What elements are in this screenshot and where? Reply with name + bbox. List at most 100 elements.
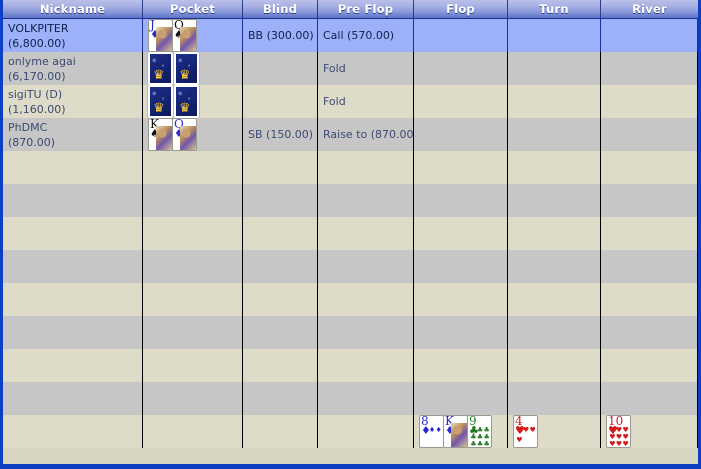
cell-empty-5 xyxy=(508,217,601,250)
cell-flop xyxy=(414,118,508,151)
player-nickname: sigiTU (D) xyxy=(8,87,63,101)
column-header-preflop[interactable]: Pre Flop xyxy=(318,0,414,18)
column-header-nickname[interactable]: Nickname xyxy=(3,0,143,18)
table-row[interactable]: PhDMC (870.00) K ♠ Q ♦ SB (150.00) Raise to (87… xyxy=(3,118,698,151)
table-row-empty[interactable] xyxy=(3,184,698,217)
cell-empty-5 xyxy=(508,316,601,349)
cell-turn xyxy=(508,52,601,85)
card-rank: K xyxy=(445,415,454,428)
cell-blind: BB (300.00) xyxy=(243,19,318,52)
pocket-cards: ♛ ♛ xyxy=(143,85,200,118)
cell-empty-4 xyxy=(414,217,508,250)
card-suit-icon: ♠ xyxy=(174,28,184,41)
cell-empty-2 xyxy=(243,184,318,217)
card-rank: 4 xyxy=(515,415,523,428)
player-nickname: onlyme agai xyxy=(8,54,76,68)
card-face-art xyxy=(180,27,196,51)
card-suit-icon: ♥ xyxy=(515,424,525,437)
cell-empty-2 xyxy=(243,349,318,382)
hand-history-table-body: VOLKPITER (6,800.00) J ♦ Q ♠ BB (300.00) Call (… xyxy=(3,19,698,464)
cell-empty-4 xyxy=(414,250,508,283)
table-row-empty[interactable] xyxy=(3,382,698,415)
cell-empty-6 xyxy=(601,217,698,250)
river-card: 10♥♥♥♥♥♥♥♥♥♥♥ xyxy=(601,415,631,448)
cell-empty-2 xyxy=(243,283,318,316)
cell-empty-2 xyxy=(243,316,318,349)
table-row-empty[interactable] xyxy=(3,217,698,250)
cell-nickname: PhDMC (870.00) xyxy=(3,118,143,151)
card-rank: Q xyxy=(174,19,184,32)
flop-cards: 8 ♦ ♦ ♦ ♦ K ♦ 9 ♣ ♣ ♣ ♣ ♣ ♣ ♣ ♣ ♣ ♣ xyxy=(414,415,492,448)
cell-empty-3 xyxy=(318,316,414,349)
cell-empty-1 xyxy=(143,316,243,349)
cell-empty-3 xyxy=(318,382,414,415)
card-rank: Q xyxy=(174,118,184,131)
cell-empty-0 xyxy=(3,316,143,349)
cell-flop xyxy=(414,19,508,52)
cell-nickname: VOLKPITER (6,800.00) xyxy=(3,19,143,52)
cell-empty-2 xyxy=(243,382,318,415)
cell-river xyxy=(601,52,698,85)
table-row[interactable]: VOLKPITER (6,800.00) J ♦ Q ♠ BB (300.00) Call (… xyxy=(3,19,698,52)
cell-empty-6 xyxy=(601,382,698,415)
column-header-flop[interactable]: Flop xyxy=(414,0,508,18)
column-header-blind[interactable]: Blind xyxy=(243,0,318,18)
cell-empty-blind xyxy=(243,415,318,448)
playing-card: 9 ♣ ♣ ♣ ♣ ♣ ♣ ♣ ♣ ♣ ♣ xyxy=(467,415,492,448)
turn-card: 4 ♥ ♥ ♥ ♥ ♥ xyxy=(508,415,538,448)
cell-turn xyxy=(508,118,601,151)
cell-empty-pocket xyxy=(143,415,243,448)
cell-pocket: ♛ ♛ xyxy=(143,85,243,118)
cell-flop xyxy=(414,85,508,118)
table-row-empty[interactable] xyxy=(3,349,698,382)
crown-icon: ♛ xyxy=(153,68,165,83)
table-row-empty[interactable] xyxy=(3,151,698,184)
cell-empty-1 xyxy=(143,217,243,250)
cell-empty-5 xyxy=(508,151,601,184)
column-header-pocket[interactable]: Pocket xyxy=(143,0,243,18)
board-row[interactable]: 8♦♦♦♦K♦9♣♣♣♣♣♣♣♣♣♣4♥♥♥♥♥10♥♥♥♥♥♥♥♥♥♥♥ xyxy=(3,415,698,448)
cell-empty-5 xyxy=(508,184,601,217)
cell-preflop: Fold xyxy=(318,52,414,85)
table-row-empty[interactable] xyxy=(3,250,698,283)
card-suit-icon: ♦ xyxy=(421,424,431,437)
cell-empty-0 xyxy=(3,184,143,217)
player-nickname: VOLKPITER xyxy=(8,21,69,35)
cell-board-river: 10♥♥♥♥♥♥♥♥♥♥♥ xyxy=(601,415,698,448)
column-header-turn[interactable]: Turn xyxy=(508,0,601,18)
player-stack: (1,160.00) xyxy=(8,102,66,116)
player-stack: (870.00) xyxy=(8,135,56,149)
cell-empty-0 xyxy=(3,382,143,415)
player-identity: PhDMC (870.00) xyxy=(3,120,55,150)
playing-card: K ♦ xyxy=(443,415,468,448)
cell-empty-3 xyxy=(318,250,414,283)
cell-empty-0 xyxy=(3,283,143,316)
card-face-art xyxy=(451,423,467,447)
card-suit-icon: ♣ xyxy=(469,424,479,437)
playing-card: 4 ♥ ♥ ♥ ♥ ♥ xyxy=(513,415,538,448)
table-row-empty[interactable] xyxy=(3,316,698,349)
playing-card: Q ♠ xyxy=(172,19,197,52)
playing-card: K ♠ xyxy=(148,118,173,151)
cell-empty-5 xyxy=(508,349,601,382)
cell-empty-4 xyxy=(414,382,508,415)
column-header-river[interactable]: River xyxy=(632,2,667,16)
table-row-empty[interactable] xyxy=(3,283,698,316)
cell-blind-text: BB (300.00) xyxy=(248,29,314,42)
cell-nickname: onlyme agai (6,170.00) xyxy=(3,52,143,85)
card-back: ♛ xyxy=(174,85,199,118)
cell-empty-3 xyxy=(318,217,414,250)
card-pips: ♥♥♥♥♥♥♥♥♥♥ xyxy=(609,426,629,448)
card-rank: 8 xyxy=(421,415,429,428)
cell-empty-1 xyxy=(143,250,243,283)
table-row[interactable]: sigiTU (D) (1,160.00) ♛ ♛ Fold xyxy=(3,85,698,118)
table-row[interactable]: onlyme agai (6,170.00) ♛ ♛ Fold xyxy=(3,52,698,85)
cell-empty-6 xyxy=(601,283,698,316)
card-suit-icon: ♦ xyxy=(445,424,455,437)
card-rank: J xyxy=(150,19,155,32)
cell-empty-6 xyxy=(601,250,698,283)
card-pips: ♥ ♥ ♥ ♥ xyxy=(516,426,536,444)
crown-icon: ♛ xyxy=(153,101,165,116)
cell-empty-4 xyxy=(414,184,508,217)
cell-nickname: sigiTU (D) (1,160.00) xyxy=(3,85,143,118)
